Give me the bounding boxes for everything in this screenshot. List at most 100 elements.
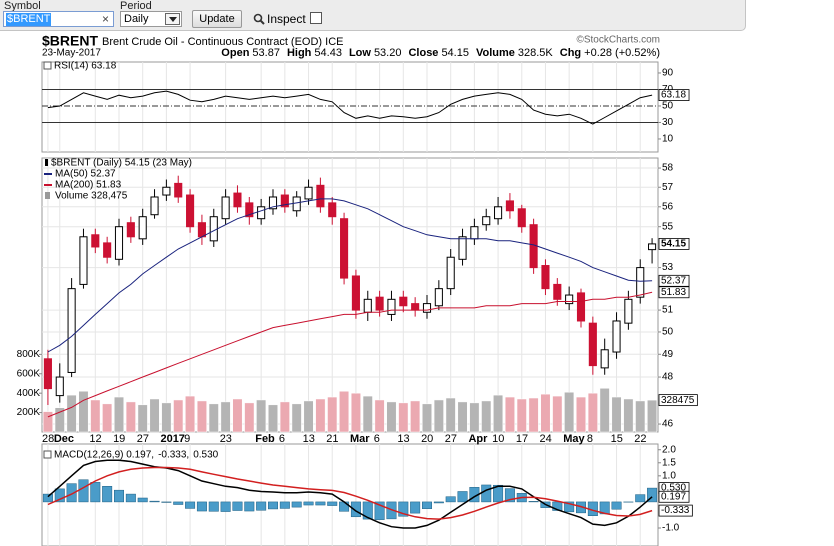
candle-body: [209, 216, 218, 242]
candle-body: [576, 292, 586, 322]
candle-body: [197, 222, 206, 238]
x-tick-label: 28: [42, 433, 54, 445]
histogram-bar: [185, 501, 196, 509]
y-tick-label: 56: [662, 201, 674, 212]
candle-body: [162, 186, 171, 196]
y-tick-label: 800K: [17, 349, 41, 360]
candle-body: [363, 298, 372, 313]
x-tick-label: Mar: [350, 433, 370, 445]
value-tag-label: -0.333: [661, 505, 690, 516]
instrument-name: Brent Crude Oil - Continuous Contract (E…: [102, 36, 343, 48]
y-tick-label: 200K: [17, 407, 41, 418]
vol-layer: [42, 388, 658, 520]
volume-bar: [279, 401, 290, 433]
volume-bar: [220, 401, 231, 433]
quote-value: 328.5K: [518, 47, 554, 59]
y-tick-label: 2.0: [662, 444, 676, 455]
histogram-bar: [220, 501, 231, 512]
y-tick-label: 58: [662, 163, 674, 174]
candle-body: [292, 196, 301, 212]
histogram-bar: [114, 489, 124, 503]
series-line: [47, 466, 653, 520]
legend-entry: RSI(14) 63.18: [54, 61, 117, 72]
value-tag-label: 52.37: [661, 275, 686, 286]
candle-body: [588, 322, 597, 367]
histogram-bar: [493, 484, 504, 503]
candle-body: [103, 242, 112, 258]
volume-bar: [576, 396, 586, 433]
candle-body: [482, 216, 491, 226]
candle-body: [174, 182, 183, 198]
x-tick-label: 19: [113, 433, 125, 445]
histogram-bar: [54, 488, 65, 503]
y-tick-label: 600K: [17, 368, 41, 379]
volume-bar: [647, 399, 658, 433]
period-select[interactable]: Daily: [120, 11, 182, 27]
x-tick-label: 8: [587, 433, 593, 445]
histogram-bar: [137, 497, 148, 503]
toolbar: Symbol $BRENT × Period Daily Update Insp…: [0, 0, 746, 31]
update-button[interactable]: Update: [192, 10, 242, 28]
volume-bar: [137, 404, 148, 433]
histogram-bar: [362, 501, 373, 520]
volume-bar: [173, 399, 184, 433]
candle-body: [375, 296, 384, 311]
histogram-bar: [279, 501, 290, 509]
candle-body: [79, 236, 88, 285]
volume-bar: [90, 399, 101, 433]
volume-bar: [611, 396, 622, 433]
quote-value: +0.28 (+0.52%): [584, 47, 660, 59]
histogram-bar: [291, 501, 302, 508]
candle-body: [150, 196, 159, 216]
candle-body: [612, 320, 621, 353]
x-tick-label: 10: [492, 433, 504, 445]
volume-bar: [623, 398, 634, 433]
y-tick-label: 1.5: [662, 457, 676, 468]
x-tick-label: 12: [89, 433, 101, 445]
volume-bar: [114, 396, 124, 433]
candle-body: [340, 218, 349, 279]
histogram-bar: [339, 501, 350, 512]
inspect-label: Inspect: [267, 12, 306, 26]
y-tick-label: 30: [662, 117, 674, 128]
histogram-bar: [90, 482, 101, 503]
series-line: [47, 90, 653, 125]
histogram-bar: [315, 501, 326, 506]
x-tick-label: 6: [279, 433, 285, 445]
inspect-checkbox[interactable]: [310, 12, 322, 24]
histogram-bar: [611, 501, 622, 510]
legend-icon: [43, 450, 52, 459]
histogram-bar: [244, 501, 255, 512]
x-tick-label: Feb: [255, 433, 275, 445]
quote-value: 54.15: [441, 47, 469, 59]
volume-bar: [504, 396, 515, 433]
histogram-bar: [552, 501, 563, 511]
histogram-bar: [564, 501, 575, 513]
candle-body: [387, 298, 396, 315]
candle-body: [268, 196, 278, 210]
candle-body: [517, 208, 526, 228]
histogram-bar: [303, 501, 314, 506]
volume-bar: [516, 398, 527, 433]
series-line: [47, 459, 653, 529]
volume-bar: [374, 399, 385, 433]
candle-body: [43, 358, 52, 390]
volume-bar: [161, 402, 172, 433]
histogram-bar: [268, 501, 278, 510]
clear-button[interactable]: ×: [101, 12, 109, 26]
period-value: Daily: [124, 13, 149, 25]
quote-label: Open: [221, 47, 249, 59]
value-tag-label: 54.15: [661, 239, 686, 250]
symbol-input[interactable]: $BRENT ×: [3, 11, 114, 27]
volume-bar: [315, 398, 326, 433]
value-tag: 0.197: [658, 490, 690, 503]
quote-value: 54.43: [314, 47, 342, 59]
credit: ©StockCharts.com: [576, 35, 660, 46]
value-tag-box: [658, 89, 690, 101]
symbol-label: Symbol: [4, 0, 41, 12]
histogram-bar: [350, 501, 361, 518]
quote-label: Volume: [476, 47, 515, 59]
symbol-value: $BRENT: [6, 13, 52, 26]
